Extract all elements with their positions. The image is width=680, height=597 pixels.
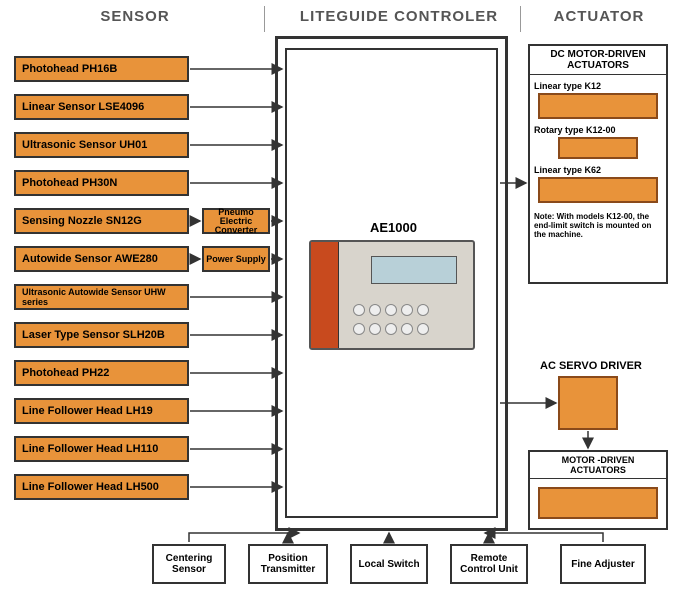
sensor-item: Photohead PH30N (14, 170, 189, 196)
sensor-header: SENSOR (60, 8, 210, 25)
bottom-item: Position Transmitter (248, 544, 328, 584)
dc-act-note: Note: With models K12-00, the end-limit … (530, 213, 666, 243)
sensor-item: Sensing Nozzle SN12G (14, 208, 189, 234)
bottom-item: Local Switch (350, 544, 428, 584)
sensor-item: Autowide Sensor AWE280 (14, 246, 189, 272)
dc-act-item: Linear type K62 (534, 165, 662, 175)
motor-act-title: MOTOR -DRIVEN ACTUATORS (530, 452, 666, 479)
dc-act-item: Rotary type K12-00 (534, 125, 662, 135)
sensor-item: Line Follower Head LH500 (14, 474, 189, 500)
dc-actuator-panel: DC MOTOR-DRIVEN ACTUATORS Linear type K1… (528, 44, 668, 284)
sensor-item: Line Follower Head LH19 (14, 398, 189, 424)
pneumo-converter: Pneumo Electric Converter (202, 208, 270, 234)
servo-title: AC SERVO DRIVER (540, 360, 642, 372)
dc-act-title: DC MOTOR-DRIVEN ACTUATORS (530, 46, 666, 75)
bottom-item: Remote Control Unit (450, 544, 528, 584)
device-ae1000 (309, 240, 475, 350)
controller-model: AE1000 (370, 220, 417, 235)
controller-header: LITEGUIDE CONTROLER (284, 8, 514, 25)
sensor-item: Line Follower Head LH110 (14, 436, 189, 462)
sensor-item: Ultrasonic Sensor UH01 (14, 132, 189, 158)
bottom-item: Centering Sensor (152, 544, 226, 584)
actuator-header: ACTUATOR (534, 8, 664, 25)
power-supply: Power Supply (202, 246, 270, 272)
dc-act-item: Linear type K12 (534, 81, 662, 91)
servo-driver (558, 376, 618, 430)
sensor-item: Linear Sensor LSE4096 (14, 94, 189, 120)
sensor-item: Photohead PH22 (14, 360, 189, 386)
sensor-item: Photohead PH16B (14, 56, 189, 82)
motor-act-panel: MOTOR -DRIVEN ACTUATORS (528, 450, 668, 530)
bottom-item: Fine Adjuster (560, 544, 646, 584)
sensor-item: Laser Type Sensor SLH20B (14, 322, 189, 348)
sensor-item: Ultrasonic Autowide Sensor UHW series (14, 284, 189, 310)
